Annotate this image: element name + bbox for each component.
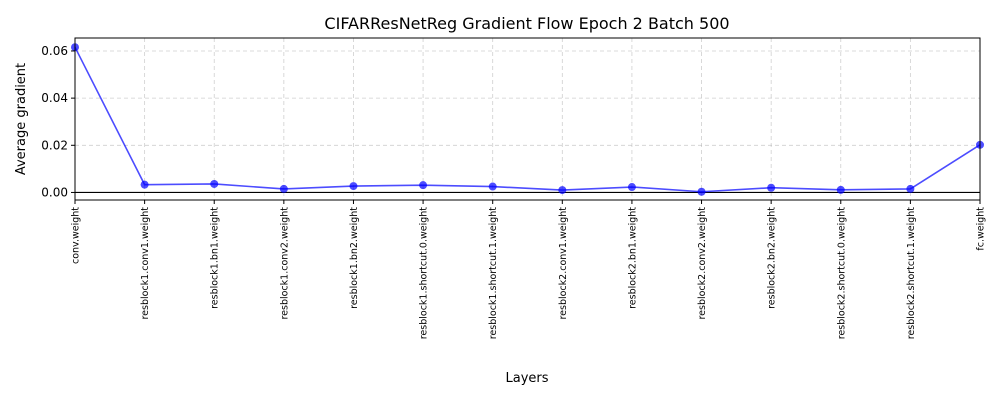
y-tick-label: 0.04 <box>41 91 68 105</box>
data-point <box>767 183 776 192</box>
x-tick-label: fc.weight <box>976 207 987 251</box>
x-tick-label: resblock2.shortcut.1.weight <box>906 207 917 340</box>
x-tick-label: resblock1.conv1.weight <box>140 207 151 320</box>
data-point <box>349 182 358 191</box>
y-axis-label: Average gradient <box>14 63 29 175</box>
x-tick-label: resblock2.conv2.weight <box>697 207 708 320</box>
x-tick-label: resblock1.shortcut.1.weight <box>488 207 499 340</box>
y-tick-label: 0.06 <box>41 44 68 58</box>
y-tick-label: 0.02 <box>41 138 68 152</box>
data-point <box>697 187 706 196</box>
data-point <box>210 179 219 188</box>
series-gradient <box>71 43 984 196</box>
x-axis-ticks: conv.weight resblock1.conv1.weight resbloc… <box>71 200 987 339</box>
x-tick-label: resblock2.conv1.weight <box>558 207 569 320</box>
series-line <box>74 46 981 193</box>
data-point <box>558 186 567 195</box>
data-point <box>627 183 636 192</box>
x-tick-label: resblock1.bn2.weight <box>349 207 360 309</box>
x-tick-label: conv.weight <box>71 207 82 264</box>
x-axis-label: Layers <box>505 371 548 386</box>
x-tick-label: resblock1.shortcut.0.weight <box>419 207 430 340</box>
y-tick-label: 0.00 <box>41 185 68 199</box>
data-point <box>419 181 428 190</box>
data-point <box>140 180 149 189</box>
y-axis-ticks: 0.00 0.02 0.04 0.06 <box>41 44 75 199</box>
x-tick-label: resblock1.conv2.weight <box>279 207 290 320</box>
data-point <box>488 182 497 191</box>
x-tick-label: resblock2.shortcut.0.weight <box>836 207 847 340</box>
x-tick-label: resblock2.bn2.weight <box>767 207 778 309</box>
plot-frame <box>74 37 981 201</box>
x-tick-label: resblock2.bn1.weight <box>627 207 638 309</box>
data-point <box>836 185 845 194</box>
data-point <box>279 184 288 193</box>
chart-title: CIFARResNetReg Gradient Flow Epoch 2 Bat… <box>324 14 729 33</box>
data-point <box>906 184 915 193</box>
grid <box>74 38 981 200</box>
x-tick-label: resblock1.bn1.weight <box>210 207 221 309</box>
